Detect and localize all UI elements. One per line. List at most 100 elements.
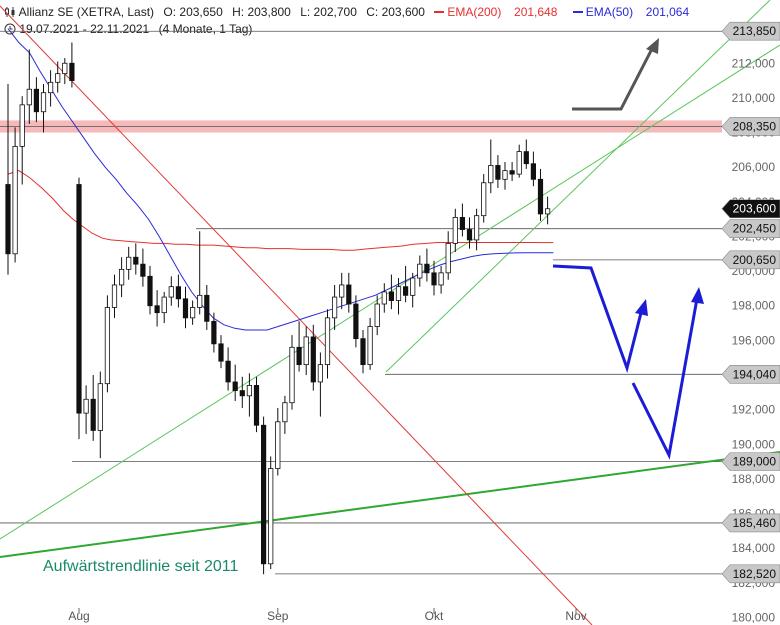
candle-body bbox=[545, 208, 551, 215]
candle-body bbox=[339, 284, 345, 298]
y-tick-label: 196,000 bbox=[732, 333, 776, 347]
x-tick-label: Sep bbox=[267, 609, 289, 623]
candle-body bbox=[488, 165, 494, 184]
candle bbox=[289, 335, 295, 410]
x-tick-label: Aug bbox=[68, 609, 89, 623]
y-tick-label: 192,000 bbox=[732, 403, 776, 417]
candle-body bbox=[239, 390, 245, 397]
candle bbox=[410, 272, 416, 308]
candle-body bbox=[296, 346, 302, 366]
candle-body bbox=[360, 338, 366, 366]
forecast-up-arrowhead bbox=[646, 38, 659, 54]
y-tick-label: 198,000 bbox=[732, 299, 776, 313]
candle bbox=[438, 265, 444, 294]
candle bbox=[339, 272, 345, 310]
price-tag-label: 213,850 bbox=[733, 24, 777, 38]
ema200-legend: EMA(200) 201,648 bbox=[434, 5, 563, 19]
candle-body bbox=[324, 317, 331, 366]
y-tick-label: 210,000 bbox=[732, 91, 776, 105]
candle-body bbox=[111, 284, 118, 308]
y-tick-label: 188,000 bbox=[732, 472, 776, 486]
forecast-path-2 bbox=[631, 292, 700, 460]
level-price-tag: 189,000 bbox=[721, 452, 780, 471]
candle bbox=[367, 317, 373, 370]
candle-body bbox=[367, 326, 373, 366]
price-tag-shape bbox=[721, 219, 780, 238]
candle bbox=[97, 371, 103, 459]
candle-body bbox=[452, 217, 458, 244]
candle bbox=[459, 203, 466, 237]
candle-body bbox=[119, 268, 125, 286]
close-value: C: 203,600 bbox=[366, 5, 425, 19]
ema50-legend: EMA(50) 201,064 bbox=[572, 5, 695, 19]
candle bbox=[395, 278, 402, 315]
candle bbox=[5, 84, 11, 275]
candle bbox=[523, 139, 529, 169]
candle-body bbox=[168, 286, 174, 298]
candle-body bbox=[537, 178, 544, 215]
candle-body bbox=[275, 421, 281, 469]
candle bbox=[317, 352, 324, 417]
x-tick-label: Okt bbox=[425, 609, 444, 623]
candle-body bbox=[204, 294, 210, 322]
candle bbox=[509, 161, 515, 182]
candle bbox=[353, 295, 359, 348]
uptrend-line-since-2011 bbox=[0, 451, 780, 558]
last-price-tag: 203,600 bbox=[721, 199, 780, 219]
price-tag-shape bbox=[721, 199, 780, 219]
candle-body bbox=[40, 92, 47, 113]
candle bbox=[154, 290, 160, 327]
candle-body bbox=[381, 291, 387, 305]
candle bbox=[310, 324, 316, 391]
ema200-label: EMA(200) bbox=[447, 5, 502, 19]
candle bbox=[445, 231, 451, 280]
candle-body bbox=[353, 303, 359, 340]
candle-body bbox=[481, 182, 487, 217]
y-tick-label: 206,000 bbox=[732, 160, 776, 174]
candle bbox=[19, 96, 25, 185]
candle bbox=[481, 174, 487, 223]
candle bbox=[516, 144, 522, 178]
candle-body bbox=[516, 151, 522, 175]
candle-body bbox=[246, 385, 252, 397]
candle bbox=[168, 276, 174, 306]
clock-icon bbox=[4, 23, 16, 35]
candle-body bbox=[189, 307, 196, 319]
candle bbox=[232, 364, 238, 401]
candle-body bbox=[268, 468, 274, 565]
ema50-label: EMA(50) bbox=[585, 5, 634, 19]
price-tag-shape bbox=[721, 117, 780, 136]
price-tag-label: 208,350 bbox=[733, 119, 777, 133]
candle-body bbox=[310, 336, 316, 383]
candle bbox=[473, 208, 480, 251]
candle bbox=[545, 196, 551, 225]
candle-body bbox=[175, 286, 181, 300]
candle-body bbox=[33, 88, 40, 113]
candle bbox=[360, 329, 366, 374]
candle-body bbox=[445, 242, 451, 274]
low-value: L: 202,700 bbox=[300, 5, 357, 19]
symbol-label: Allianz SE (XETRA, Last) bbox=[18, 5, 155, 19]
candle-body bbox=[218, 343, 224, 362]
chart-header: Allianz SE (XETRA, Last) O: 203,650 H: 2… bbox=[0, 0, 780, 40]
candle-body bbox=[303, 336, 309, 366]
candle-body bbox=[459, 217, 466, 230]
candle-body bbox=[495, 165, 501, 180]
candle-body bbox=[395, 286, 402, 301]
price-tag-shape bbox=[721, 21, 780, 41]
candle-body bbox=[523, 151, 529, 165]
y-tick-label: 184,000 bbox=[732, 541, 776, 555]
ema200-value: 201,648 bbox=[514, 5, 558, 19]
price-tag-label: 203,600 bbox=[733, 202, 777, 216]
candle bbox=[324, 309, 331, 379]
candle-body bbox=[388, 291, 395, 301]
candle bbox=[260, 416, 267, 575]
candle bbox=[140, 248, 146, 287]
forecast-arrowhead-1 bbox=[635, 299, 648, 316]
candle bbox=[452, 208, 458, 253]
price-tag-shape bbox=[721, 564, 780, 584]
candle bbox=[402, 265, 409, 303]
candle bbox=[381, 283, 387, 313]
candle bbox=[431, 260, 437, 296]
candle-body bbox=[69, 62, 75, 81]
